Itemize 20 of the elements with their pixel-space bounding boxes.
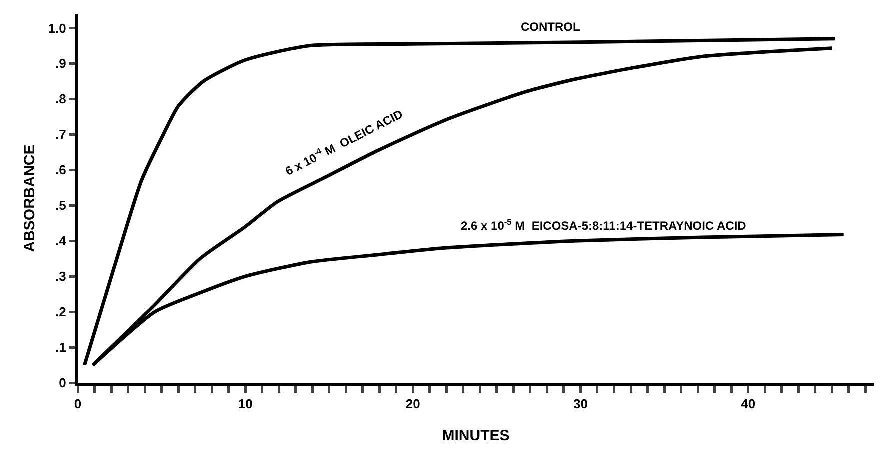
y-tick-label: .4 <box>56 234 68 249</box>
series-label: CONTROL <box>521 20 580 34</box>
y-tick-label: .5 <box>56 198 66 214</box>
x-tick-label: 10 <box>238 396 253 412</box>
y-tick-label: 1.0 <box>48 20 66 36</box>
x-tick-label: 30 <box>574 396 588 412</box>
y-tick-label: .6 <box>56 162 66 178</box>
y-tick-label: .9 <box>56 56 66 72</box>
y-axis-title: ABSORBANCE <box>22 144 39 252</box>
y-tick-label: .1 <box>56 340 66 356</box>
y-tick-label: .7 <box>56 127 66 142</box>
y-tick-label: .2 <box>56 304 66 320</box>
y-tick-label: .8 <box>56 92 66 107</box>
y-tick-label: 0 <box>59 376 66 391</box>
x-axis-title: MINUTES <box>442 428 510 445</box>
x-tick-label: 40 <box>741 396 756 412</box>
y-tick-label: .3 <box>56 269 66 284</box>
x-tick-label: 0 <box>74 396 82 412</box>
x-tick-label: 20 <box>406 396 420 412</box>
series-label: 2.6 x 10$^{-5}$ M EICOSA-5:8:11:14-TETRAYNOIC ACID <box>461 217 747 234</box>
